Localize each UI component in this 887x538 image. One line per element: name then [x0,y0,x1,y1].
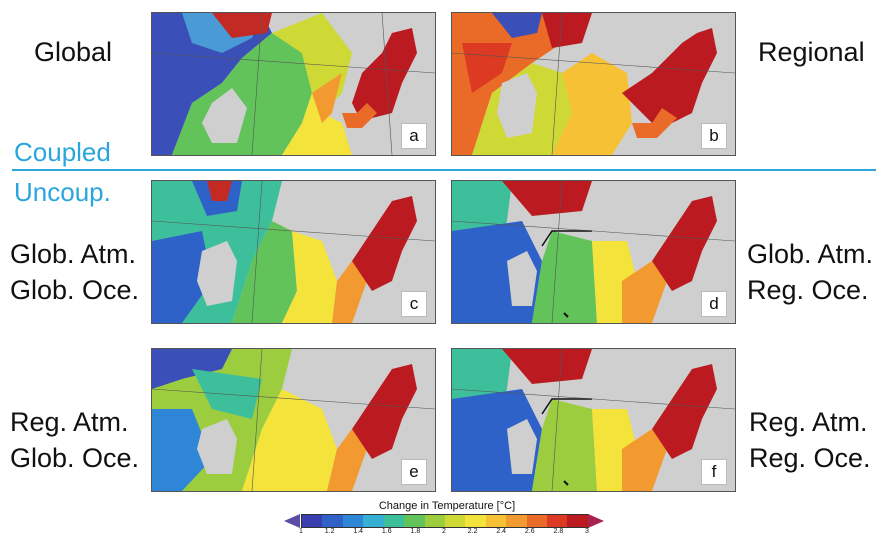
colorbar-tick-label: 2 [442,528,446,535]
colorbar-tick-label: 2.6 [524,528,535,535]
temperature-map-e [152,349,435,491]
temperature-map-a [152,13,435,155]
colorbar-segment [342,515,364,527]
colorbar-tick-label: 2.8 [553,528,564,535]
coupled-uncoupled-divider [12,169,876,171]
colorbar-tick-label: 1.8 [410,528,421,535]
map-panel-d: d [451,180,736,324]
colorbar-ticks: 1 1.2 1.4 1.6 1.8 2 2.2 2.4 2.6 2.8 3 [299,528,589,538]
colorbar-tick-label: 2.4 [496,528,507,535]
colorbar-tick-label: 1.4 [353,528,364,535]
label-global: Global [34,37,113,67]
label-row3-right-1: Reg. Atm. [749,407,868,437]
colorbar-min-extend-arrow [284,514,300,528]
colorbar-tick-label: 3 [585,528,589,535]
colorbar-segment [302,515,323,527]
colorbar-segment [322,515,343,527]
label-coupled: Coupled [14,137,111,167]
panel-letter-d: d [701,291,727,317]
label-row3-right-2: Reg. Oce. [749,443,871,473]
colorbar-tick-label: 1.6 [381,528,392,535]
colorbar-segment [506,515,527,527]
colorbar-segment [444,515,466,527]
colorbar-segment [383,515,405,527]
label-row2-right-1: Glob. Atm. [747,239,874,269]
colorbar-segment [404,515,425,527]
label-row3-left-2: Glob. Oce. [10,443,140,473]
colorbar-tick-label: 2.2 [467,528,478,535]
panel-letter-b: b [701,123,727,149]
label-row2-left-2: Glob. Oce. [10,275,140,305]
panel-letter-a: a [401,123,427,149]
map-panel-a: a [151,12,436,156]
temperature-map-c [152,181,435,323]
colorbar-tick-label: 1 [299,528,303,535]
panel-letter-e: e [401,459,427,485]
map-panel-b: b [451,12,736,156]
panel-letter-c: c [401,291,427,317]
temperature-map-d [452,181,735,323]
label-row3-left-1: Reg. Atm. [10,407,129,437]
colorbar-segment [424,515,445,527]
colorbar: Change in Temperature [°C] 1 1.2 1.4 1.6 1.8… [284,500,610,536]
colorbar-tick-label: 1.2 [324,528,335,535]
colorbar-segment [363,515,384,527]
colorbar-segment [567,515,588,527]
temperature-map-b [452,13,735,155]
colorbar-segment [526,515,548,527]
colorbar-segment [485,515,507,527]
colorbar-segment [465,515,486,527]
colorbar-segment [547,515,568,527]
map-panel-f: f [451,348,736,492]
map-panel-e: e [151,348,436,492]
colorbar-max-extend-arrow [588,514,604,528]
colorbar-title: Change in Temperature [°C] [378,500,516,512]
label-regional: Regional [758,37,865,67]
map-panel-c: c [151,180,436,324]
label-uncoupled: Uncoup. [14,177,111,207]
label-row2-right-2: Reg. Oce. [747,275,869,305]
label-row2-left-1: Glob. Atm. [10,239,137,269]
panel-letter-f: f [701,459,727,485]
colorbar-gradient [301,514,589,528]
temperature-map-f [452,349,735,491]
